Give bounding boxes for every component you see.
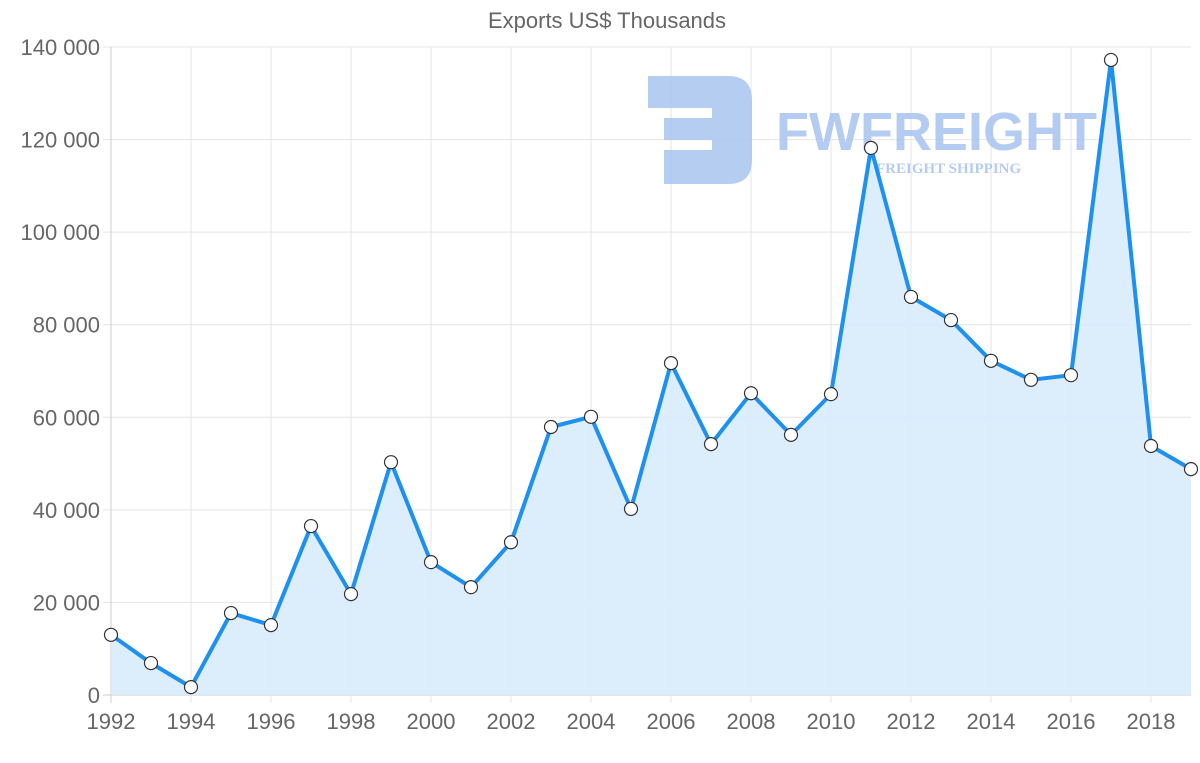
x-tick-label: 2006 (647, 709, 696, 734)
data-point-2015[interactable] (1023, 372, 1039, 387)
data-point-1995[interactable] (223, 605, 239, 621)
data-point-2019[interactable] (1183, 462, 1199, 477)
y-tick-label: 60 000 (33, 405, 100, 430)
x-tick-label: 1992 (87, 709, 136, 734)
data-point-1998[interactable] (343, 586, 359, 602)
y-tick-label: 100 000 (20, 220, 100, 245)
x-tick-label: 2014 (967, 709, 1016, 734)
series-line (109, 58, 1193, 690)
x-tick-label: 2016 (1047, 709, 1096, 734)
chart-title: Exports US$ Thousands (487, 8, 727, 33)
data-point-2008[interactable] (743, 386, 759, 401)
x-tick-label: 2018 (1127, 709, 1176, 734)
data-point-2011[interactable] (863, 140, 879, 156)
y-tick-label: 20 000 (33, 590, 100, 615)
data-point-2009[interactable] (783, 427, 799, 442)
data-point-2018[interactable] (1143, 438, 1159, 454)
x-tick-label: 1998 (327, 709, 376, 734)
y-tick-label: 0 (88, 683, 100, 708)
data-point-2001[interactable] (463, 580, 479, 595)
watermark-logo: FWFREIGHT FREIGHT SHIPPING (648, 76, 1097, 184)
x-tick-label: 2012 (887, 709, 936, 734)
data-point-1993[interactable] (143, 655, 159, 671)
x-tick-label: 1994 (167, 709, 216, 734)
fw-logo-icon (648, 76, 752, 184)
data-point-2006[interactable] (663, 356, 679, 371)
data-point-2012[interactable] (903, 289, 919, 305)
data-point-1997[interactable] (303, 518, 319, 534)
data-point-1994[interactable] (183, 680, 199, 695)
x-tick-label: 1996 (247, 709, 296, 734)
data-point-2003[interactable] (543, 419, 559, 435)
x-axis-labels: 1992 1994 1996 1998 2000 2002 2004 2006 2008 2010… (87, 709, 1176, 734)
data-point-2005[interactable] (623, 501, 639, 517)
watermark-brand: FWFREIGHT (776, 102, 1097, 162)
area-fill (111, 60, 1191, 695)
x-tick-label: 2004 (567, 709, 616, 734)
x-tick-label: 2008 (727, 709, 776, 734)
data-point-1999[interactable] (383, 455, 399, 470)
data-point-2004[interactable] (583, 409, 599, 424)
data-point-2013[interactable] (943, 312, 959, 328)
y-axis-labels: 0 20 000 40 000 60 000 80 000 100 000 120 000 1… (20, 35, 100, 708)
y-tick-label: 80 000 (33, 313, 100, 338)
data-point-2010[interactable] (823, 387, 839, 402)
x-tick-label: 2002 (487, 709, 536, 734)
data-point-2017[interactable] (1103, 52, 1119, 68)
data-point-2016[interactable] (1063, 368, 1079, 383)
data-point-1996[interactable] (263, 618, 279, 633)
data-point-1992[interactable] (103, 627, 119, 642)
y-tick-label: 140 000 (20, 35, 100, 60)
x-tick-label: 2000 (407, 709, 456, 734)
y-tick-label: 120 000 (20, 128, 100, 153)
data-point-2000[interactable] (423, 555, 439, 570)
data-point-2007[interactable] (703, 437, 719, 452)
y-tick-label: 40 000 (33, 498, 100, 523)
data-point-2002[interactable] (503, 535, 519, 550)
data-points (103, 52, 1199, 695)
x-tick-label: 2010 (807, 709, 856, 734)
data-point-2014[interactable] (983, 353, 999, 368)
watermark-tagline: FREIGHT SHIPPING (876, 161, 1021, 177)
